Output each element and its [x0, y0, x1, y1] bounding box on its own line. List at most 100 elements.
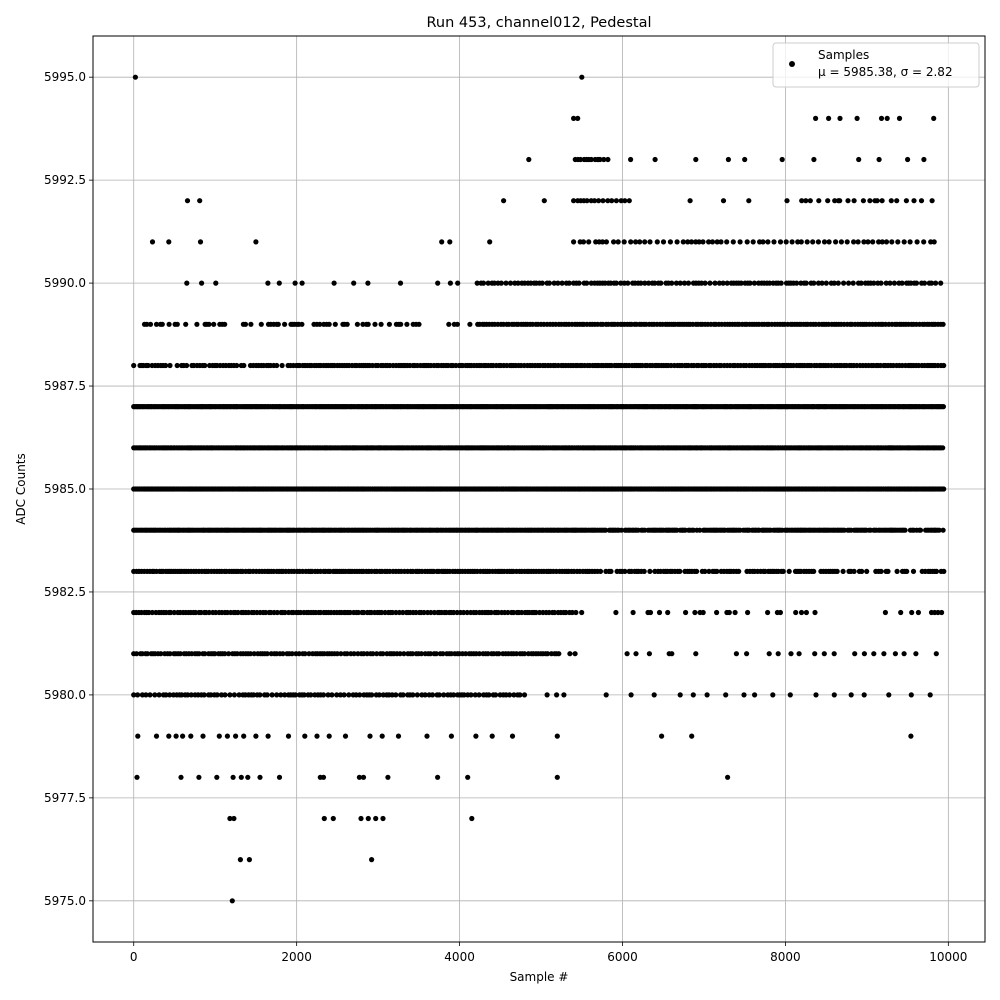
data-point: [750, 239, 756, 245]
data-point: [545, 651, 551, 657]
data-point: [835, 280, 841, 286]
data-point: [184, 280, 190, 286]
data-point: [329, 692, 335, 698]
data-point: [795, 239, 801, 245]
data-point: [921, 156, 927, 163]
data-point: [566, 280, 572, 286]
data-point: [183, 321, 189, 327]
data-point: [605, 198, 611, 204]
data-point: [933, 280, 939, 286]
data-point: [472, 692, 478, 698]
data-point: [404, 321, 410, 327]
data-point: [571, 198, 577, 204]
data-point: [197, 239, 204, 245]
data-point: [308, 692, 314, 698]
data-point: [211, 321, 217, 327]
data-point: [167, 362, 173, 369]
data-point: [395, 733, 402, 739]
data-point: [448, 733, 454, 739]
data-point: [903, 198, 910, 204]
data-point: [554, 692, 560, 698]
data-point: [326, 733, 332, 739]
data-point: [603, 692, 609, 698]
data-point: [491, 280, 497, 286]
data-point: [605, 156, 611, 163]
data-point: [292, 280, 298, 286]
data-point: [503, 280, 509, 286]
data-point: [461, 692, 467, 698]
data-point: [467, 321, 473, 327]
data-point: [513, 651, 520, 657]
data-point: [700, 239, 706, 245]
data-point: [815, 239, 822, 245]
data-point: [904, 568, 910, 575]
data-point: [337, 692, 344, 698]
data-point: [488, 609, 494, 616]
data-point: [737, 239, 743, 245]
data-point: [789, 239, 795, 245]
data-points: [131, 74, 947, 904]
data-point: [725, 774, 731, 780]
data-point: [222, 651, 228, 657]
data-point: [541, 198, 547, 204]
chart-title: Run 453, channel012, Pedestal: [426, 15, 651, 31]
data-point: [135, 692, 141, 698]
data-point: [693, 156, 699, 163]
data-point: [416, 321, 422, 327]
data-point: [706, 239, 712, 245]
data-point: [658, 280, 664, 286]
data-point: [697, 527, 703, 533]
data-point: [831, 651, 837, 657]
data-point: [931, 115, 937, 121]
data-point: [714, 609, 720, 616]
data-point: [501, 198, 507, 204]
data-point: [429, 692, 436, 698]
data-point: [237, 857, 243, 863]
data-point: [393, 692, 399, 698]
data-point: [760, 239, 766, 245]
data-point: [709, 239, 716, 245]
data-point: [622, 198, 628, 204]
data-point: [178, 774, 184, 780]
data-point: [811, 280, 817, 286]
data-point: [625, 280, 631, 286]
data-point: [163, 362, 169, 369]
data-point: [770, 692, 776, 698]
data-point: [622, 568, 628, 575]
data-point: [180, 733, 186, 739]
data-point: [905, 156, 911, 163]
data-point: [883, 280, 889, 286]
data-point: [156, 692, 162, 698]
data-point: [269, 692, 275, 698]
data-point: [435, 280, 441, 286]
data-point: [652, 280, 658, 286]
data-point: [227, 692, 233, 698]
data-point: [741, 692, 747, 698]
data-point: [551, 280, 557, 286]
data-point: [515, 280, 521, 286]
data-point: [714, 239, 720, 245]
data-point: [241, 362, 247, 369]
data-point: [628, 239, 634, 245]
data-point: [321, 815, 327, 822]
data-point: [546, 280, 553, 286]
data-point: [799, 198, 805, 204]
data-point: [633, 239, 639, 245]
data-point: [498, 280, 504, 286]
data-point: [401, 651, 407, 657]
data-point: [813, 115, 819, 121]
y-tick-label: 5977.5: [44, 791, 86, 805]
data-point: [659, 733, 665, 739]
data-point: [134, 774, 140, 780]
data-point: [274, 609, 280, 616]
data-point: [870, 239, 876, 245]
data-point: [654, 239, 660, 245]
data-point: [597, 568, 604, 575]
data-point: [206, 609, 212, 616]
data-point: [858, 280, 864, 286]
data-point: [933, 651, 939, 657]
data-point: [596, 198, 602, 204]
data-point: [687, 198, 693, 204]
data-point: [131, 362, 137, 369]
data-point: [493, 692, 499, 698]
